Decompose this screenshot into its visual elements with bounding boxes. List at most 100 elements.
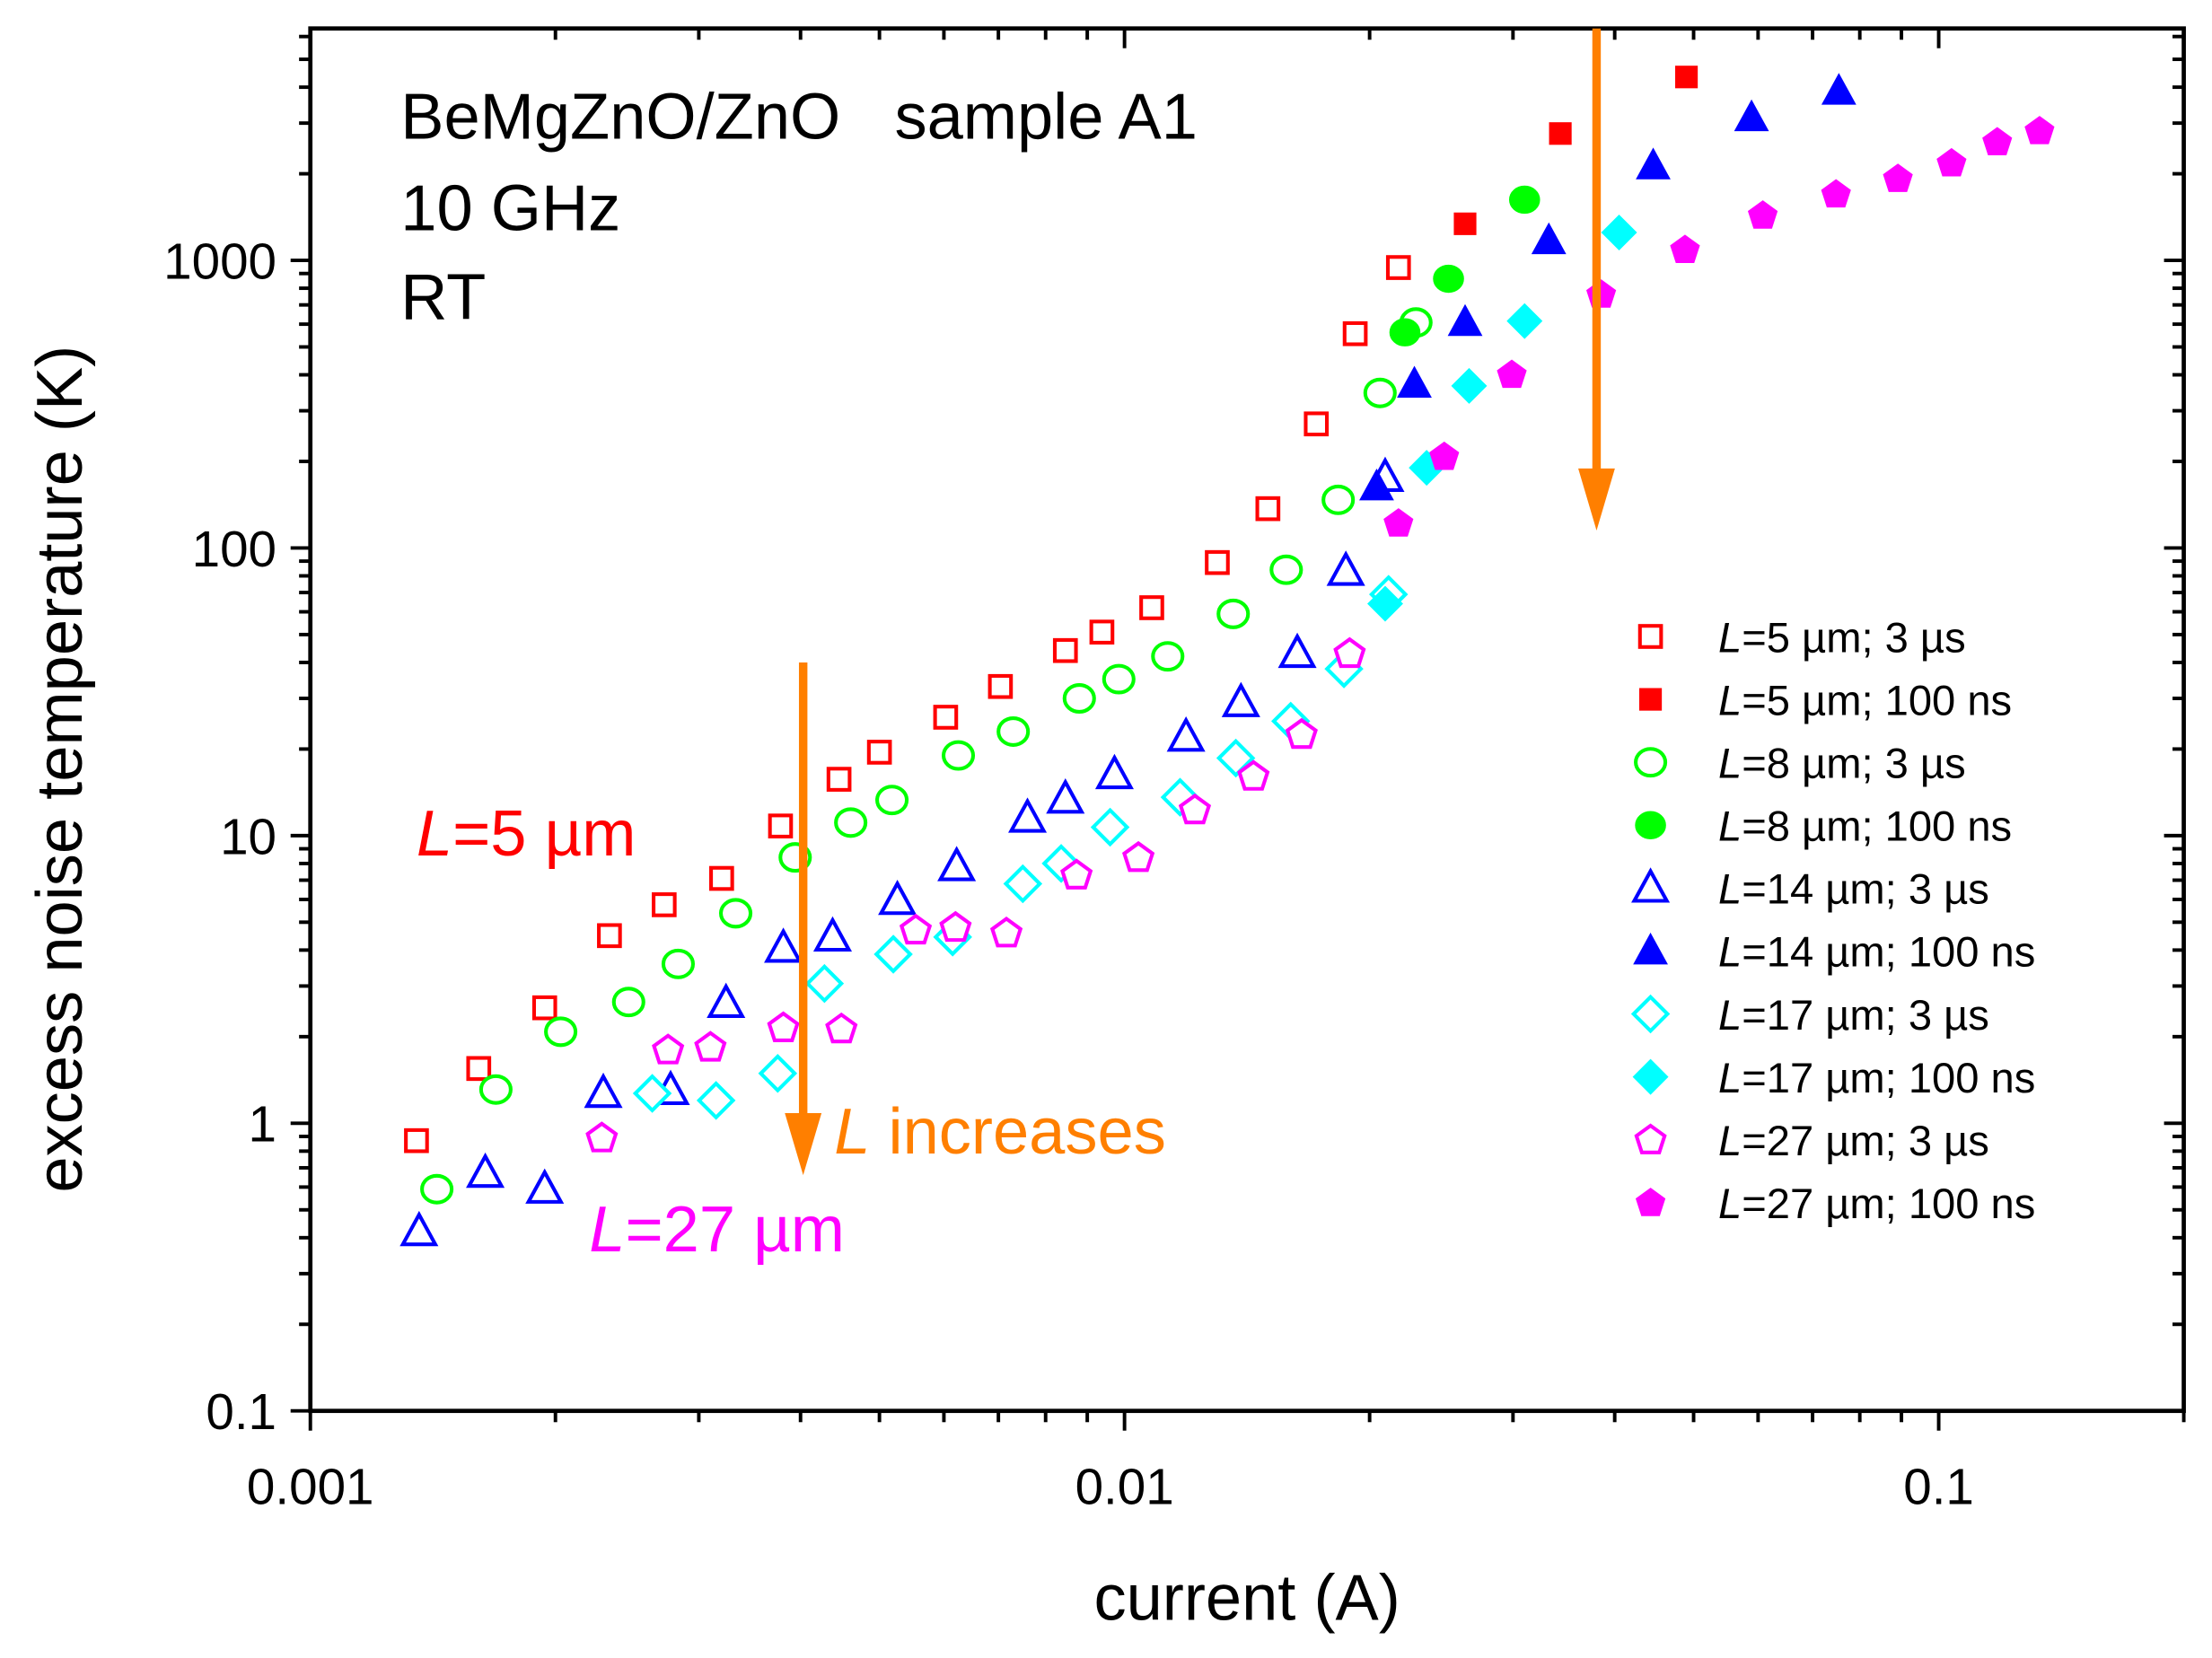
annotation: L=27 µm [589,1194,845,1266]
data-point [937,846,977,882]
legend-label: L=17 µm; 100 ns [1718,1054,2035,1101]
x-axis-label: current (A) [1093,1562,1400,1634]
data-point [1008,797,1048,833]
legend-item: L=27 µm; 3 µs [1634,1117,1989,1164]
data-point [1821,179,1851,208]
legend-item: L=17 µm; 3 µs [1630,991,1989,1039]
legend-label: L=8 µm; 100 ns [1718,803,2012,850]
data-point [1277,632,1317,669]
y-tick-label: 1000 [163,232,276,289]
y-tick-label: 0.1 [206,1383,276,1440]
data-point [1139,595,1164,620]
series-0 [404,255,1411,1154]
data-point [707,982,746,1018]
arrow-head [1578,468,1615,531]
data-point [531,995,557,1021]
legend-item: L=5 µm; 3 µs [1637,613,1966,661]
legend-label: L=14 µm; 3 µs [1718,865,1989,913]
title-block: BeMgZnO/ZnO sample A1 10 GHz RT [400,81,1198,333]
data-point [1221,681,1260,717]
data-point [1089,619,1115,645]
data-marks [399,66,2055,1247]
legend-italic: L [1718,1117,1742,1164]
data-point [875,785,909,816]
data-point [804,963,845,1004]
data-point [825,1012,858,1044]
legend-item: L=5 µm; 100 ns [1638,676,2012,724]
legend-label: L=5 µm; 100 ns [1718,676,2012,724]
series-7 [1367,215,1637,622]
data-point [764,927,803,963]
data-point [1497,359,1527,389]
legend-item: L=17 µm; 100 ns [1632,1054,2035,1101]
data-point [1166,716,1206,752]
data-point [866,740,892,765]
data-point [632,1074,672,1113]
data-point [878,880,917,916]
x-tick-label: 0.001 [247,1458,374,1514]
legend-item: L=14 µm; 100 ns [1633,928,2035,976]
legend-label: L=17 µm; 3 µs [1718,991,1989,1039]
data-point [585,1121,619,1153]
data-point [611,987,645,1018]
data-point [1506,303,1543,339]
data-point [1237,759,1270,791]
data-point [768,813,794,838]
legend-marker [1638,688,1663,711]
data-point [1675,66,1698,89]
data-point [1385,255,1411,280]
data-point [696,1081,736,1120]
series-8 [585,636,1366,1153]
legend-italic: L [1718,739,1742,786]
legend-rest: =8 µm; 100 ns [1742,803,2012,850]
data-point [989,916,1023,948]
data-point [1216,598,1251,629]
data-point [1205,549,1230,575]
data-point [525,1168,565,1204]
data-point [1397,365,1432,398]
data-point [1342,320,1368,347]
legend-label: L=27 µm; 100 ns [1718,1180,2035,1227]
data-point [1052,637,1078,663]
legend-rest: =17 µm; 3 µs [1742,991,1989,1039]
data-point [1531,222,1567,255]
series-4 [399,456,1405,1247]
data-point [466,1152,505,1189]
legend-rest: =5 µm; 3 µs [1742,613,1965,661]
legend-marker [1631,867,1671,903]
data-point [1883,163,1913,192]
data-point [1670,234,1700,263]
legend-rest: =17 µm; 100 ns [1742,1054,2035,1101]
legend-rest: =14 µm; 100 ns [1742,928,2035,976]
data-point [812,916,853,952]
annotation-text: =5 µm [452,798,636,870]
legend-rest: =8 µm; 3 µs [1742,739,1965,786]
data-point [1821,73,1856,105]
axis-ticks: 0.001 0.01 0.1 0.1 1 10 100 1000 [163,28,2186,1514]
data-point [1090,807,1130,847]
arrows [785,28,1615,1176]
data-point [1453,212,1477,235]
data-point [1367,585,1403,622]
data-point [1094,753,1134,790]
x-tick-label: 0.01 [1075,1458,1174,1514]
x-tick-label: 0.1 [1903,1458,1974,1514]
data-point [1429,441,1460,470]
series-9 [1383,116,2055,537]
data-point [1383,508,1414,537]
data-point [767,1011,800,1042]
legend-italic: L [1718,1054,1742,1101]
y-tick-label: 1 [249,1096,276,1153]
data-point [899,913,933,945]
legend-italic: L [1718,613,1742,661]
legend-italic: L [1718,928,1742,976]
legend-marker [1632,1058,1669,1095]
data-point [1326,550,1365,586]
data-point [758,1054,798,1093]
legend-marker [1634,747,1668,778]
data-point [1060,858,1093,890]
data-point [544,1016,578,1048]
legend-marker [1635,1188,1666,1216]
legend-rest: =27 µm; 3 µs [1742,1117,1989,1164]
legend-italic: L [1718,803,1742,850]
